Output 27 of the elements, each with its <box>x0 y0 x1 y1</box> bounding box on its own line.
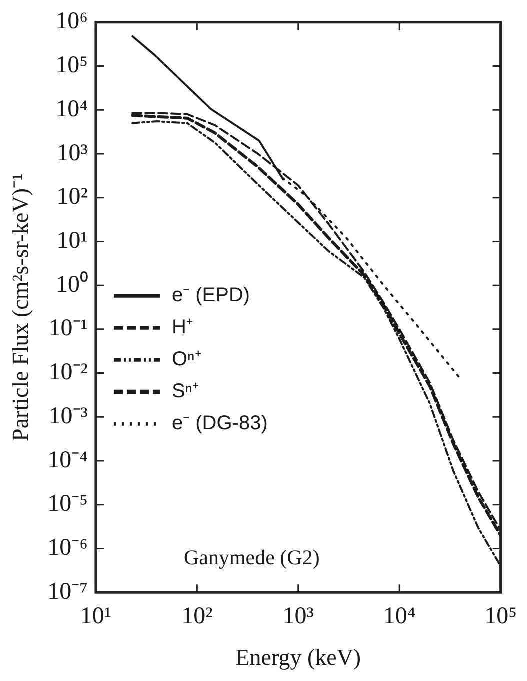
y-tick-label: 10¹ <box>56 228 88 254</box>
x-tick-label: 10² <box>182 603 213 630</box>
y-tick-label: 10⁻⁷ <box>48 578 88 605</box>
y-tick-label: 10³ <box>56 140 88 166</box>
x-tick-label: 10³ <box>282 603 314 630</box>
legend-label: e⁻ (DG-83) <box>172 412 268 435</box>
y-tick-label: 10⁻⁵ <box>48 491 88 518</box>
y-tick-label: 10⁻² <box>48 360 88 386</box>
legend-label: Sⁿ⁺ <box>172 380 200 403</box>
y-tick-label: 10⁴ <box>56 96 88 122</box>
y-tick-label: 10⁵ <box>56 52 88 79</box>
x-tick-label: 10⁴ <box>383 603 416 630</box>
y-tick-label: 10⁶ <box>56 8 88 35</box>
y-tick-label: 10⁻⁴ <box>48 447 88 474</box>
y-axis-title: Particle Flux (cm²s-sr-keV)⁻¹ <box>8 173 33 442</box>
legend-label: e⁻ (EPD) <box>172 284 250 307</box>
x-tick-label: 10⁵ <box>484 603 518 630</box>
y-tick-label: 10⁻³ <box>48 403 88 430</box>
legend-label: Oⁿ⁺ <box>172 348 202 371</box>
y-tick-label: 10⁰ <box>56 270 88 298</box>
y-tick-label: 10⁻¹ <box>48 316 88 342</box>
y-tick-label: 10⁻⁶ <box>48 535 88 562</box>
legend-label: H⁺ <box>172 316 194 339</box>
y-tick-label: 10² <box>56 184 88 210</box>
x-tick-label: 10¹ <box>80 603 112 630</box>
annotation: Ganymede (G2) <box>184 546 320 570</box>
x-axis-title: Energy (keV) <box>236 645 362 670</box>
